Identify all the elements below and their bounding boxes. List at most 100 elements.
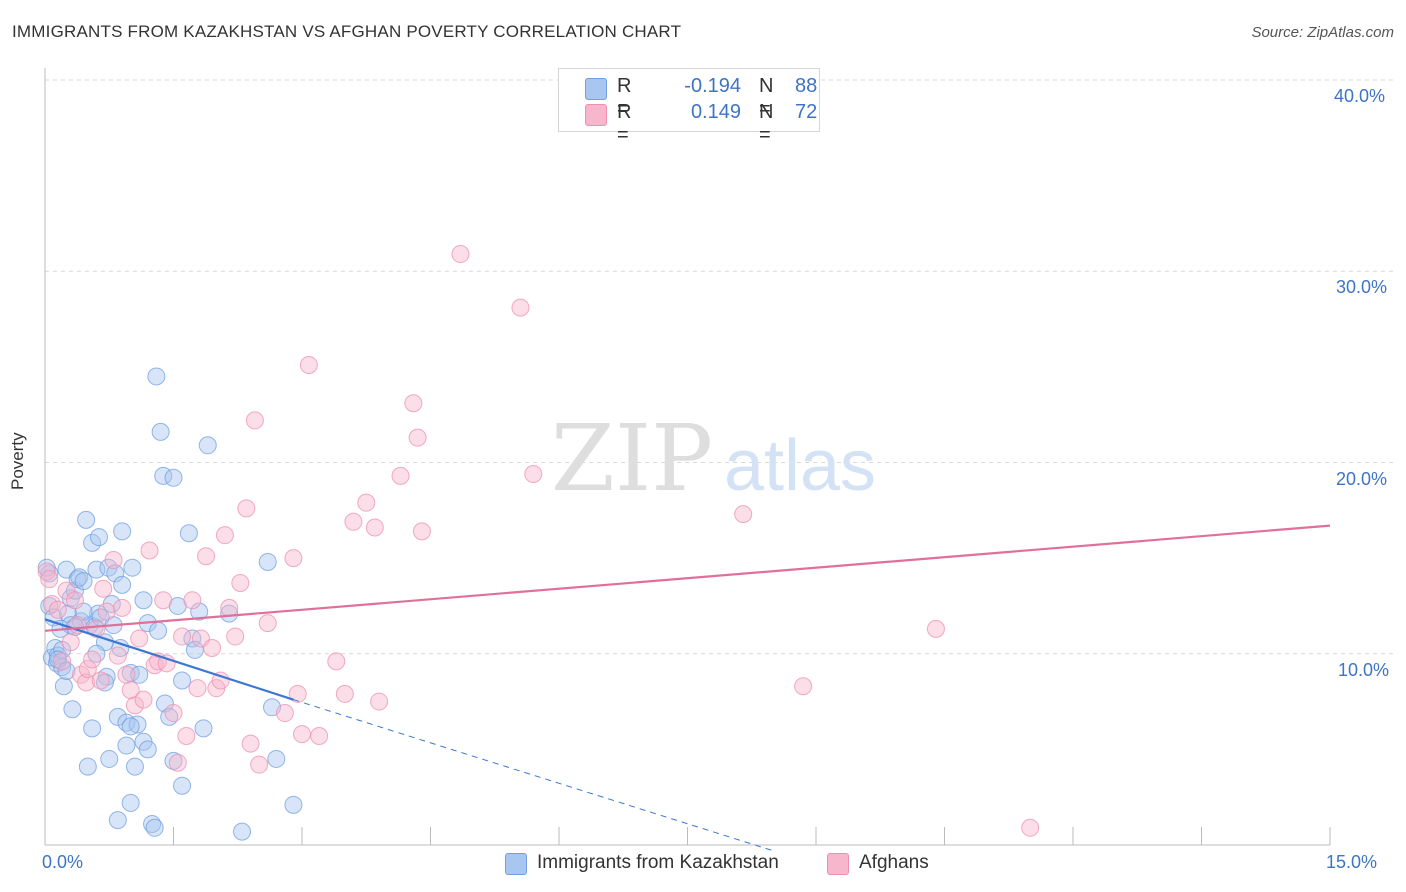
point-kazakhstan [151,422,170,441]
point-afghans [108,646,127,665]
point-afghans [794,677,813,696]
point-kazakhstan [130,665,149,684]
point-afghans [97,602,116,621]
point-afghans [117,665,136,684]
trend-lines [44,524,1331,852]
point-kazakhstan [194,719,213,738]
point-kazakhstan [113,575,132,594]
point-kazakhstan [77,510,96,529]
point-afghans [250,755,269,774]
point-afghans [344,512,363,531]
point-afghans [245,411,264,430]
point-kazakhstan [121,793,140,812]
point-afghans [87,619,106,638]
point-afghans [258,614,277,633]
data-points [37,245,1040,841]
point-afghans [53,652,72,671]
point-kazakhstan [173,671,192,690]
point-afghans [83,650,102,669]
point-afghans [188,679,207,698]
point-kazakhstan [233,822,252,841]
point-afghans [197,547,216,566]
watermark: ZIP atlas [551,405,876,512]
y-tick-label-20: 20.0% [1336,469,1388,489]
point-afghans [288,684,307,703]
bottom-legend-swatch-blue [505,853,527,875]
point-kazakhstan [220,604,239,623]
point-kazakhstan [106,564,125,583]
point-afghans [140,541,159,560]
y-tick-label-40: 40.0% [1334,86,1386,106]
point-kazakhstan [83,719,102,738]
point-kazakhstan [128,715,147,734]
point-kazakhstan [198,436,217,455]
watermark-atlas: atlas [724,426,876,506]
trend-line-kazakhstan-extrapolated [293,699,774,852]
point-afghans [40,570,59,589]
point-afghans [926,619,945,638]
point-kazakhstan [113,522,132,541]
point-kazakhstan [164,468,183,487]
point-kazakhstan [173,776,192,795]
point-afghans [370,692,389,711]
y-tick-label-30: 30.0% [1336,277,1388,297]
point-afghans [220,598,239,617]
point-kazakhstan [121,717,140,736]
point-kazakhstan [108,811,127,830]
x-tick-label-min: 0.0% [42,852,84,872]
point-afghans [154,591,173,610]
point-afghans [327,652,346,671]
legend-swatch-pink [585,104,607,126]
point-afghans [91,671,110,690]
legend-r-value: -0.194 [684,75,741,97]
stats-legend: R = -0.194 N = 88 R = 0.149 N = 72 [558,68,820,146]
point-kazakhstan [108,707,127,726]
point-afghans [94,579,113,598]
point-afghans [211,671,230,690]
legend-r-label: R = [617,75,632,120]
point-kazakhstan [89,528,108,547]
point-afghans [524,464,543,483]
legend-r-value: 0.149 [690,101,741,123]
point-afghans [134,690,153,709]
point-afghans [734,505,753,524]
point-kazakhstan [63,700,82,719]
x-tick-label-max: 15.0% [1326,852,1378,872]
legend-n-value: 88 [795,75,818,97]
point-afghans [183,591,202,610]
trend-line-afghans [44,524,1331,632]
point-kazakhstan [284,795,303,814]
point-afghans [241,734,260,753]
point-afghans [104,551,123,570]
point-afghans [61,633,80,652]
point-afghans [164,704,183,723]
point-kazakhstan [190,602,209,621]
legend-r-label: R = [617,101,632,146]
point-kazakhstan [78,757,97,776]
point-afghans [404,394,423,413]
point-afghans [412,522,431,541]
point-kazakhstan [57,661,76,680]
point-kazakhstan [125,757,144,776]
bottom-legend-label: Immigrants from Kazakhstan [537,852,779,873]
point-afghans [226,627,245,646]
point-kazakhstan [267,749,286,768]
point-afghans [125,696,144,715]
legend-n-value: 72 [795,101,818,123]
point-afghans [215,526,234,545]
source-label: Source: ZipAtlas.com [1251,24,1394,41]
point-afghans [113,598,132,617]
point-kazakhstan [54,677,73,696]
point-kazakhstan [134,591,153,610]
point-afghans [451,245,470,264]
point-kazakhstan [37,558,56,577]
watermark-zip: ZIP [551,405,713,512]
point-afghans [78,660,97,679]
point-afghans [275,704,294,723]
point-kazakhstan [138,740,157,759]
chart-title: IMMIGRANTS FROM KAZAKHSTAN VS AFGHAN POV… [12,22,682,41]
y-tick-label-10: 10.0% [1338,660,1390,680]
point-afghans [130,629,149,648]
point-afghans [203,639,222,658]
